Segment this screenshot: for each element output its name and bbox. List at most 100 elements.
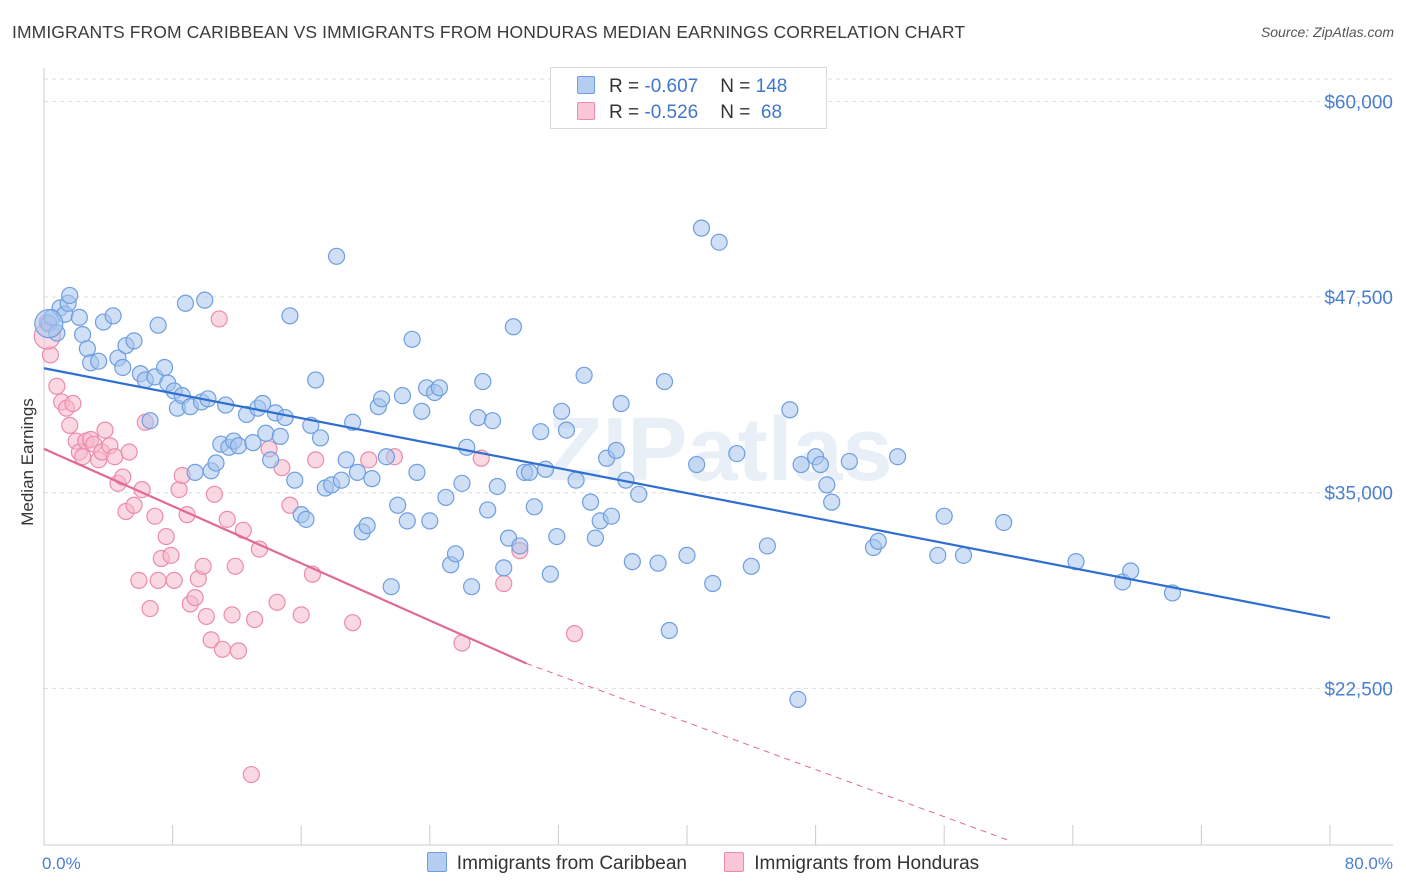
y-tick-label: $47,500 [1324, 288, 1393, 309]
caribbean-point [372, 390, 391, 408]
caribbean-point [358, 517, 376, 535]
caribbean-point [61, 286, 79, 305]
caribbean-point [935, 507, 953, 525]
y-axis-label: Median Earnings [18, 398, 37, 526]
honduras-point [197, 607, 215, 626]
caribbean-point [389, 496, 407, 514]
honduras-point [292, 606, 310, 624]
honduras-point [495, 574, 513, 593]
series-legend-caribbean[interactable]: Immigrants from Caribbean [426, 852, 687, 875]
caribbean-point [311, 429, 330, 447]
legend-swatch-caribbean [577, 76, 595, 94]
honduras-point [149, 571, 167, 590]
caribbean-point [504, 318, 522, 336]
caribbean-point [90, 352, 108, 370]
legend-row-caribbean: R = -0.607 N = 148 [577, 76, 787, 100]
honduras-point [170, 480, 188, 499]
caribbean-trend-line [43, 367, 1331, 620]
caribbean-point [297, 510, 315, 528]
honduras-point [281, 496, 299, 514]
caribbean-point [446, 545, 465, 563]
caribbean-point [479, 501, 497, 519]
honduras-point [245, 610, 264, 629]
caribbean-point [332, 471, 350, 489]
caribbean-point [262, 451, 280, 469]
honduras-point [141, 599, 159, 618]
caribbean-point [78, 340, 97, 358]
caribbean-point [257, 424, 275, 442]
caribbean-point [421, 512, 439, 530]
honduras-point [125, 496, 143, 514]
caribbean-point [398, 512, 416, 530]
caribbean-point [581, 493, 600, 511]
caribbean-point [462, 578, 481, 596]
honduras-point [250, 540, 269, 558]
series-swatch-caribbean [426, 852, 447, 872]
trend-lines [43, 367, 1331, 841]
caribbean-point [692, 219, 711, 237]
caribbean-point [244, 434, 262, 452]
caribbean-point [869, 532, 887, 550]
honduras-point [48, 377, 66, 395]
watermark: ZIPatlas [547, 400, 892, 500]
caribbean-point [553, 402, 571, 420]
caribbean-point [811, 455, 830, 474]
caribbean-point [348, 463, 367, 481]
caribbean-point [823, 493, 841, 511]
caribbean-point [704, 574, 722, 593]
caribbean-point [655, 372, 674, 391]
caribbean-point [541, 565, 559, 583]
caribbean-point [207, 454, 225, 472]
caribbean-point [229, 437, 248, 455]
honduras-point [360, 451, 378, 469]
caribbean-point [281, 307, 299, 325]
y-tick-label: $35,000 [1324, 484, 1393, 505]
caribbean-point [469, 408, 487, 427]
caribbean-point [344, 413, 362, 431]
caribbean-point [929, 546, 947, 564]
x-tick-label-min: 0.0% [42, 854, 81, 873]
honduras-trend-extension [526, 662, 1009, 841]
caribbean-point [488, 477, 506, 496]
caribbean-point [408, 463, 426, 481]
caribbean-point [781, 401, 799, 419]
caribbean-point [176, 294, 195, 312]
caribbean-point [742, 557, 760, 575]
caribbean-point [758, 537, 776, 555]
honduras-point [157, 527, 175, 546]
caribbean-point [630, 485, 648, 503]
caribbean-point [710, 233, 728, 251]
caribbean-point [840, 452, 858, 471]
honduras-point [213, 640, 232, 658]
legend-n-value-caribbean: 148 [755, 76, 788, 97]
correlation-legend: R = -0.607 N = 148 R = -0.526 N = 68 [550, 67, 827, 129]
honduras-point [223, 606, 241, 624]
honduras-point [202, 631, 220, 649]
source-label: Source: ZipAtlas.com [1260, 24, 1394, 40]
caribbean-point [586, 529, 604, 547]
caribbean-point [623, 553, 641, 571]
caribbean-point [125, 332, 143, 350]
caribbean-point [532, 423, 550, 441]
honduras-point [218, 510, 236, 528]
honduras-point [73, 448, 92, 466]
caribbean-point [430, 379, 449, 397]
caribbean-point [141, 412, 159, 430]
series-swatch-honduras [724, 852, 745, 872]
honduras-point [210, 310, 228, 328]
caribbean-point [660, 621, 678, 640]
caribbean-point [607, 441, 625, 460]
caribbean-point [818, 476, 836, 494]
honduras-point [61, 416, 79, 435]
caribbean-point [567, 471, 585, 489]
caribbean-point [602, 507, 621, 525]
caribbean-point [483, 412, 502, 430]
series-legend-honduras[interactable]: Immigrants from Honduras [724, 852, 979, 875]
caribbean-cluster-point [34, 309, 64, 339]
honduras-point [165, 571, 183, 590]
caribbean-point [548, 527, 566, 546]
caribbean-point [286, 471, 304, 489]
caribbean-point [70, 308, 88, 326]
caribbean-point [393, 387, 412, 405]
